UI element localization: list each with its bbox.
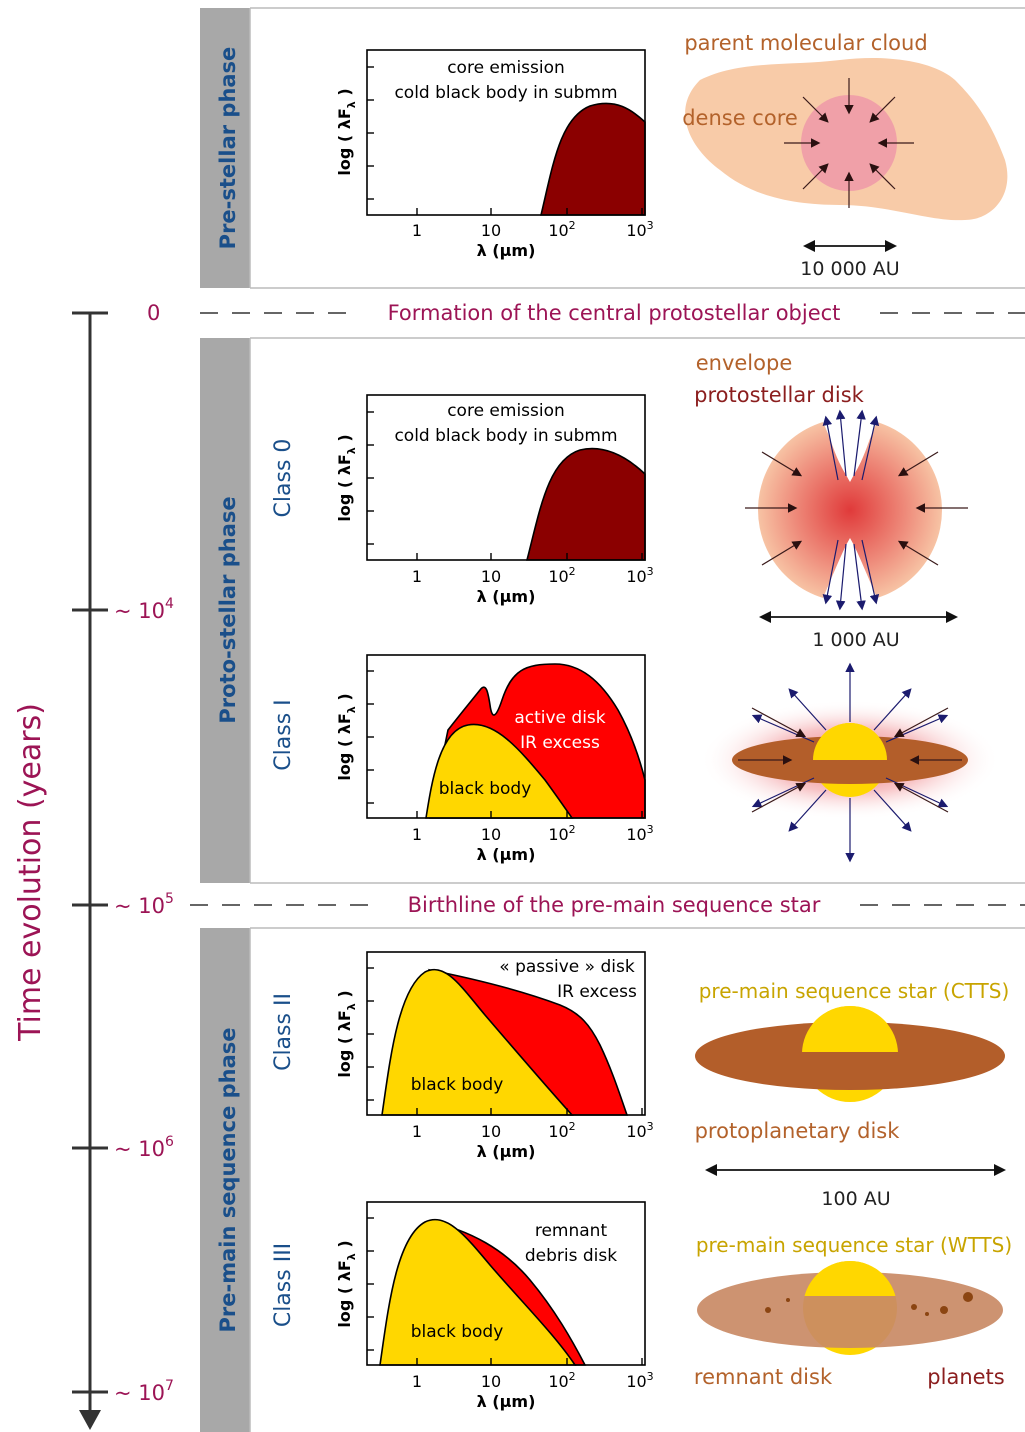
wtts-illustration: pre-main sequence star (WTTS) remnant di…: [694, 1233, 1012, 1389]
protostellar-phase-label: Proto-stellar phase: [216, 496, 240, 723]
tick-label: 102: [548, 1120, 575, 1141]
ctts-label: pre-main sequence star (CTTS): [699, 979, 1010, 1003]
class1-annotation-1: active disk: [514, 708, 605, 728]
class1-bb-area: [425, 723, 574, 819]
envelope: [758, 418, 942, 602]
tick-1e6: ~ 106: [114, 1134, 174, 1161]
envelope-label: envelope: [696, 351, 793, 375]
class0-label: Class 0: [271, 439, 296, 518]
class2-annotation-1: « passive » disk: [499, 957, 635, 977]
class1-label: Class I: [271, 699, 296, 770]
protostellar-disk-label: protostellar disk: [694, 383, 864, 407]
x-axis-label: λ (µm): [477, 241, 536, 260]
x-axis-label: λ (µm): [477, 1392, 536, 1411]
prestellar-sed-plot: core emission cold black body in submm 1…: [335, 49, 654, 260]
tick-label: 103: [626, 565, 653, 586]
class2-sed-plot: « passive » disk IR excess black body 1 …: [335, 951, 654, 1161]
tick-label: 10: [481, 1372, 501, 1391]
x-axis-label: λ (µm): [477, 587, 536, 606]
dense-core-label: dense core: [682, 106, 798, 130]
planets-dots: [765, 1292, 973, 1316]
protoplanetary-disk: [695, 1022, 1005, 1090]
protostellar-phase-bar: [200, 338, 250, 883]
y-axis-label: log ( λFλ ): [335, 434, 358, 521]
y-axis-label: log ( λFλ ): [335, 990, 358, 1077]
protoplanetary-disk-label: protoplanetary disk: [695, 1119, 901, 1143]
remnant-disk-label: remnant disk: [694, 1365, 833, 1389]
tick-label: 103: [626, 1120, 653, 1141]
cloud-illustration: parent molecular cloud dense core 10 000…: [682, 31, 1008, 280]
tick-0: 0: [147, 301, 160, 325]
class1-illustration: [700, 662, 1000, 863]
tick-label: 10: [481, 825, 501, 844]
tick-label: 103: [626, 823, 653, 844]
remnant-disk: [697, 1272, 1003, 1348]
planets-label: planets: [927, 1365, 1004, 1389]
class3-sed-plot: remnant debris disk black body 1 10 102 …: [335, 1201, 654, 1411]
tick-1e7: ~ 107: [114, 1378, 174, 1405]
wtts-label: pre-main sequence star (WTTS): [696, 1233, 1012, 1257]
prestellar-annotation-2: cold black body in submm: [394, 83, 617, 103]
class3-annotation-1: remnant: [535, 1221, 608, 1241]
prestellar-phase-bar: [200, 8, 250, 288]
tick-label: 10: [481, 567, 501, 586]
class3-label: Class III: [271, 1243, 296, 1327]
tick-label: 10: [481, 221, 501, 240]
premain-phase-bar: [200, 928, 250, 1432]
class0-annotation-2: cold black body in submm: [394, 426, 617, 446]
class2-bb-label: black body: [411, 1075, 504, 1095]
tick-label: 10: [481, 1122, 501, 1141]
scale-10000-label: 10 000 AU: [800, 258, 899, 280]
class2-bb-area: [381, 968, 574, 1116]
class3-annotation-2: debris disk: [525, 1246, 617, 1266]
class0-cold-bb-area: [525, 447, 646, 561]
class2-annotation-2: IR excess: [557, 982, 637, 1002]
y-axis-label: log ( λFλ ): [335, 88, 358, 175]
class0-annotation-1: core emission: [447, 401, 565, 421]
time-axis-title: Time evolution (years): [13, 703, 48, 1042]
tick-label: 1: [412, 1122, 422, 1141]
formation-event: Formation of the central protostellar ob…: [388, 301, 841, 325]
tick-label: 102: [548, 1370, 575, 1391]
class0-sed-plot: core emission cold black body in submm 1…: [335, 394, 654, 606]
y-axis-label: log ( λFλ ): [335, 693, 358, 780]
class0-illustration: envelope protostellar disk 1 000 AU: [694, 351, 968, 651]
tick-label: 102: [548, 219, 575, 240]
prestellar-cold-bb-area: [539, 102, 646, 216]
scale-1000-label: 1 000 AU: [812, 629, 899, 651]
x-axis-label: λ (µm): [477, 1142, 536, 1161]
tick-label: 102: [548, 823, 575, 844]
scale-100-label: 100 AU: [821, 1188, 890, 1210]
tick-label: 1: [412, 825, 422, 844]
class3-bb-area: [379, 1218, 577, 1366]
time-axis-arrow: [79, 1410, 101, 1430]
x-axis-label: λ (µm): [477, 845, 536, 864]
class2-excess-area: [427, 968, 629, 1116]
class1-sed-plot: active disk IR excess black body 1 10 10…: [335, 654, 654, 864]
tick-label: 1: [412, 1372, 422, 1391]
tick-label: 103: [626, 219, 653, 240]
tick-label: 1: [412, 567, 422, 586]
tick-label: 102: [548, 565, 575, 586]
class1-annotation-2: IR excess: [520, 733, 600, 753]
tick-1e4: ~ 104: [114, 596, 174, 623]
premain-phase-label: Pre-main sequence phase: [216, 1027, 240, 1332]
prestellar-annotation-1: core emission: [447, 58, 565, 78]
class3-bb-label: black body: [411, 1322, 504, 1342]
ctts-illustration: pre-main sequence star (CTTS) protoplane…: [695, 979, 1010, 1210]
class2-label: Class II: [271, 993, 296, 1071]
y-axis-label: log ( λFλ ): [335, 1240, 358, 1327]
class1-bb-label: black body: [439, 779, 532, 799]
birthline-event: Birthline of the pre-main sequence star: [408, 893, 821, 917]
tick-label: 103: [626, 1370, 653, 1391]
tick-1e5: ~ 105: [114, 891, 174, 918]
parent-cloud-label: parent molecular cloud: [684, 31, 927, 55]
tick-label: 1: [412, 221, 422, 240]
prestellar-phase-label: Pre-stellar phase: [216, 47, 240, 250]
